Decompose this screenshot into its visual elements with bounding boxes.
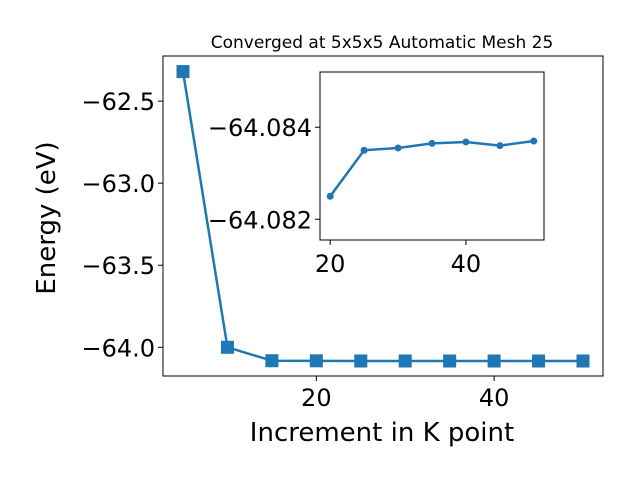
inset-x-tick-label: 40 (451, 250, 482, 278)
main-y-tick-label: −63.5 (81, 252, 155, 280)
inset-x-tick-label: 20 (315, 250, 346, 278)
main-data-point (220, 340, 234, 354)
main-data-point (176, 65, 190, 79)
inset-data-point (462, 138, 470, 146)
inset-axes-frame (319, 71, 545, 241)
inset-data-point (428, 139, 436, 147)
main-data-point (443, 354, 457, 368)
main-data-point (532, 354, 546, 368)
main-data-point (487, 354, 501, 368)
x-axis-label: Increment in K point (250, 418, 514, 448)
main-plot-area: 20 40 −62.5 −63.0 −63.5 −64.0 (81, 55, 604, 412)
inset-y-tick-label: −64.084 (208, 114, 312, 142)
main-y-tick-label: −62.5 (81, 88, 155, 116)
main-data-point (309, 354, 323, 368)
main-series-line (181, 71, 583, 363)
main-x-tick-label: 40 (479, 384, 510, 412)
inset-data-point (394, 144, 402, 152)
main-axes-frame (162, 55, 604, 377)
chart-title: Converged at 5x5x5 Automatic Mesh 25 (211, 33, 554, 53)
inset-y-tick-label: −64.082 (208, 206, 312, 234)
y-axis-label: Energy (eV) (32, 141, 62, 294)
main-data-point (398, 354, 412, 368)
main-y-tick-label: −63.0 (81, 170, 155, 198)
inset-data-point (496, 142, 504, 150)
main-data-point (265, 354, 279, 368)
inset-data-point (530, 137, 538, 145)
inset-series-line (329, 139, 534, 198)
inset-plot-area: 20 40 −64.084 −64.082 (208, 71, 545, 278)
main-x-tick-label: 20 (301, 384, 332, 412)
main-data-point (576, 354, 590, 368)
main-data-point (354, 354, 368, 368)
inset-data-point (360, 146, 368, 154)
inset-data-point (326, 192, 334, 200)
main-y-tick-label: −64.0 (81, 334, 155, 362)
